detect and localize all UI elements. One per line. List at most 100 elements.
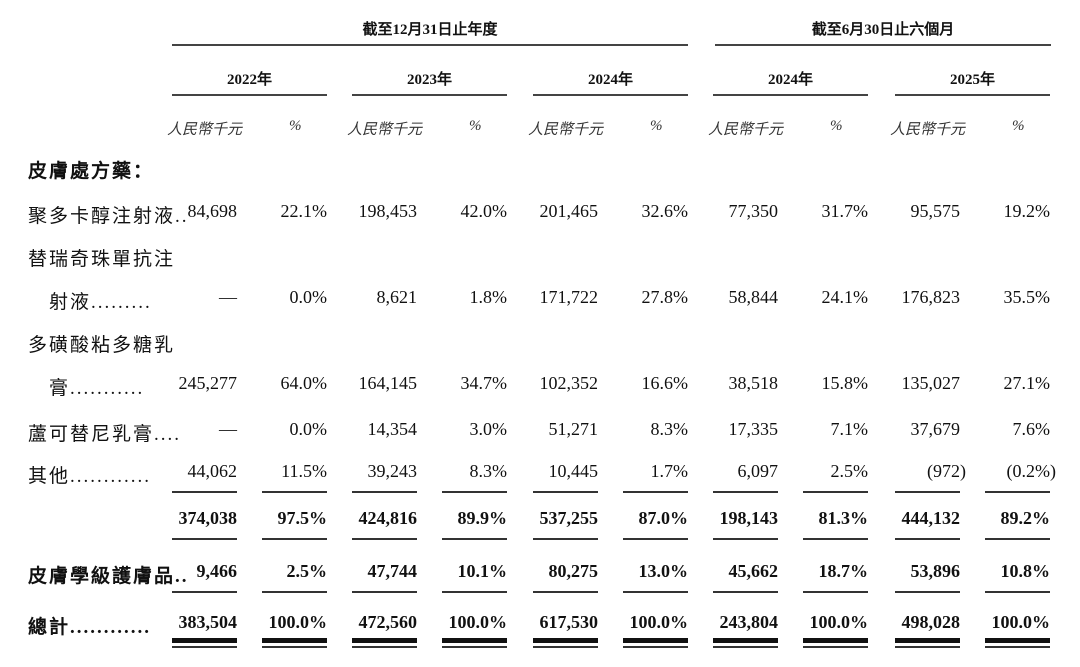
unit-pct: %: [650, 118, 663, 134]
row-label: 其他............: [28, 466, 152, 487]
header-rule: [172, 44, 688, 46]
table-cell: 472,560: [358, 612, 418, 632]
table-cell: 617,530: [539, 612, 599, 632]
cell-double-underline: [533, 646, 598, 648]
table-cell: 22.1%: [280, 201, 328, 221]
cell-underline: [172, 591, 237, 593]
table-cell: 6,097: [737, 461, 779, 481]
table-cell: 32.6%: [641, 201, 689, 221]
table-cell: 8.3%: [650, 419, 689, 439]
year-rule: [895, 94, 1050, 96]
table-cell: 53,896: [910, 561, 961, 581]
table-cell: 24.1%: [821, 287, 869, 307]
unit-pct: %: [830, 118, 843, 134]
cell-double-underline: [985, 638, 1050, 643]
table-cell: 8,621: [376, 287, 418, 307]
table-cell: 100.0%: [448, 612, 508, 632]
table-cell: 424,816: [358, 508, 418, 528]
unit-amount: 人民幣千元: [167, 122, 243, 138]
table-cell: 80,275: [548, 561, 599, 581]
table-cell: 51,271: [548, 419, 599, 439]
table-cell: 81.3%: [818, 508, 869, 528]
table-cell: 164,145: [358, 373, 418, 393]
table-cell: 89.2%: [1000, 508, 1051, 528]
table-cell: 1.8%: [469, 287, 508, 307]
table-cell: 87.0%: [638, 508, 689, 528]
cell-double-underline: [533, 638, 598, 643]
cell-underline: [985, 591, 1050, 593]
row-label: 多磺酸粘多糖乳: [28, 335, 176, 356]
table-cell: 15.8%: [821, 373, 869, 393]
table-cell: 498,028: [901, 612, 961, 632]
table-cell: 0.0%: [289, 419, 328, 439]
table-cell: 31.7%: [821, 201, 869, 221]
table-cell: 34.7%: [460, 373, 508, 393]
table-cell: 383,504: [178, 612, 238, 632]
cell-double-underline: [713, 638, 778, 643]
table-cell: 58,844: [728, 287, 779, 307]
table-cell: 198,453: [358, 201, 418, 221]
table-cell: 11.5%: [281, 461, 327, 481]
table-cell: 245,277: [178, 373, 238, 393]
row-label: 蘆可替尼乳膏....: [28, 424, 182, 445]
cell-underline: [533, 491, 598, 493]
table-cell: 8.3%: [469, 461, 508, 481]
cell-double-underline: [803, 646, 868, 648]
cell-double-underline: [172, 638, 237, 643]
header-rule: [715, 44, 1051, 46]
table-cell: 537,255: [539, 508, 599, 528]
row-label: 膏...........: [28, 378, 145, 399]
unit-amount: 人民幣千元: [347, 122, 423, 138]
cell-double-underline: [803, 638, 868, 643]
table-cell: 77,350: [728, 201, 779, 221]
table-cell: 14,354: [367, 419, 418, 439]
cell-underline: [713, 538, 778, 540]
table-cell: 95,575: [910, 201, 961, 221]
cell-underline: [895, 491, 960, 493]
table-cell: 19.2%: [1003, 201, 1051, 221]
cell-underline: [262, 538, 327, 540]
table-cell: —: [219, 287, 237, 307]
section-title: 皮膚處方藥：: [28, 161, 155, 182]
table-cell: 18.7%: [818, 561, 869, 581]
table-cell: 7.1%: [830, 419, 869, 439]
cell-underline: [172, 538, 237, 540]
table-cell: 102,352: [539, 373, 599, 393]
cell-double-underline: [985, 646, 1050, 648]
cell-underline: [533, 538, 598, 540]
cell-underline: [803, 491, 868, 493]
cell-double-underline: [262, 638, 327, 643]
table-cell: 47,744: [367, 561, 418, 581]
cell-underline: [623, 538, 688, 540]
cell-double-underline: [442, 646, 507, 648]
year-rule: [172, 94, 327, 96]
table-cell: 0.0%: [289, 287, 328, 307]
table-cell: 27.1%: [1003, 373, 1051, 393]
unit-pct: %: [1012, 118, 1025, 134]
table-cell: 84,698: [187, 201, 238, 221]
table-cell: 1.7%: [650, 461, 689, 481]
row-label: 皮膚學級護膚品..: [28, 566, 189, 587]
table-cell: 13.0%: [638, 561, 689, 581]
unit-amount: 人民幣千元: [528, 122, 604, 138]
cell-double-underline: [442, 638, 507, 643]
table-cell: 9,466: [196, 561, 238, 581]
header-full-year: 截至12月31日止年度: [362, 22, 498, 38]
cell-underline: [713, 591, 778, 593]
cell-underline: [895, 591, 960, 593]
cell-double-underline: [623, 638, 688, 643]
cell-underline: [985, 491, 1050, 493]
table-cell: 45,662: [728, 561, 779, 581]
cell-double-underline: [352, 638, 417, 643]
table-cell: 44,062: [187, 461, 238, 481]
table-cell: 35.5%: [1003, 287, 1051, 307]
table-cell: 176,823: [901, 287, 961, 307]
header-six-months: 截至6月30日止六個月: [811, 22, 955, 38]
year-header: 2025年: [949, 72, 995, 88]
cell-double-underline: [172, 646, 237, 648]
row-label: 聚多卡醇注射液..: [28, 206, 189, 227]
table-cell: —: [219, 419, 237, 439]
unit-amount: 人民幣千元: [890, 122, 966, 138]
table-cell: 100.0%: [629, 612, 689, 632]
cell-underline: [803, 538, 868, 540]
